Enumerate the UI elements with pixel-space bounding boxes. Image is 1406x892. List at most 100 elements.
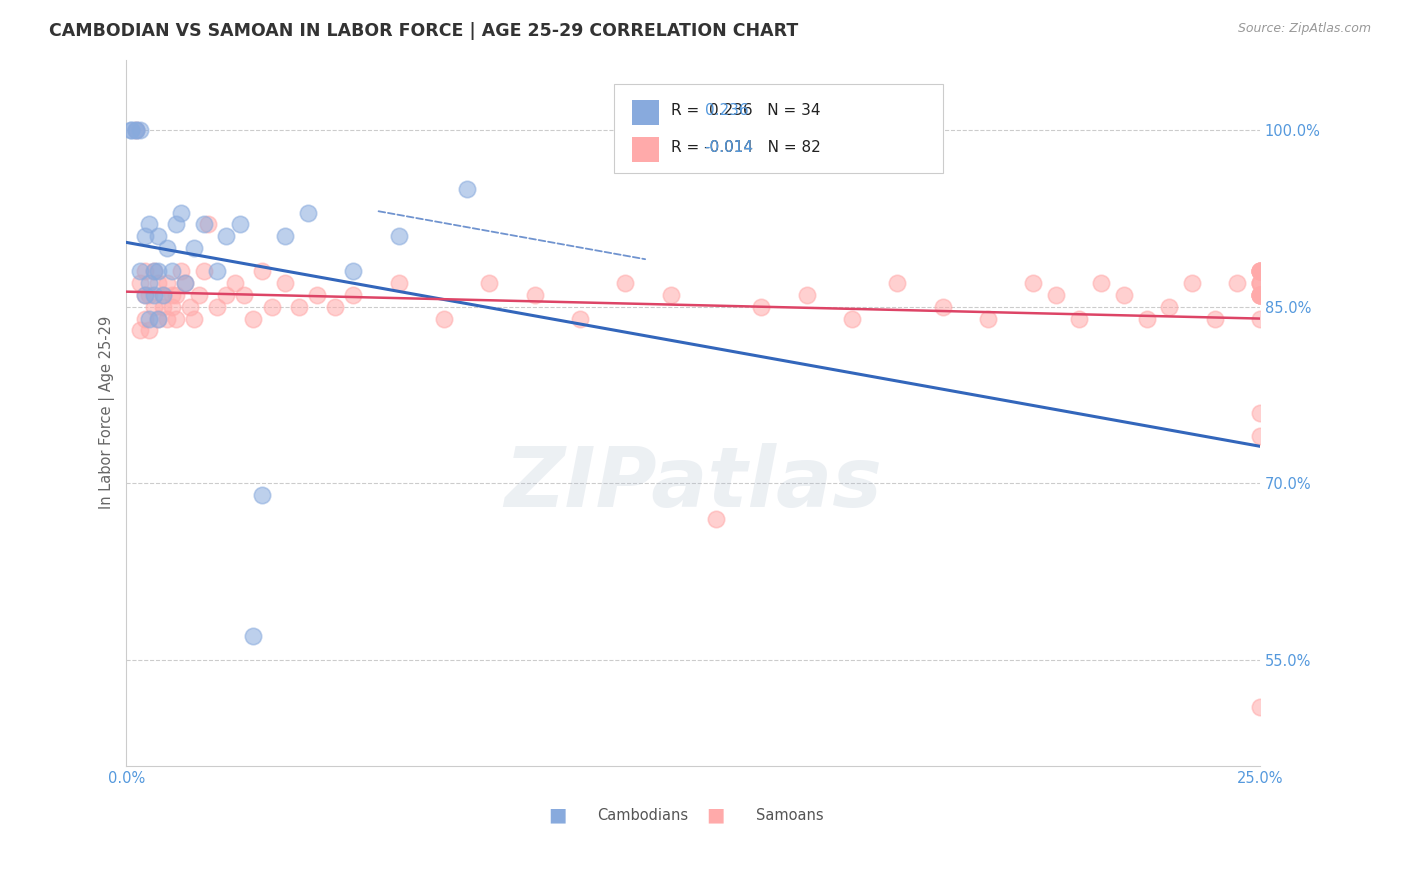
Point	[233, 288, 256, 302]
FancyBboxPatch shape	[633, 101, 659, 125]
Point	[129, 123, 152, 137]
Point	[148, 311, 170, 326]
Text: R = -0.014   N = 82: R = -0.014 N = 82	[671, 140, 820, 154]
Point	[796, 288, 818, 302]
Point	[183, 311, 205, 326]
Point	[1249, 288, 1271, 302]
Point	[1249, 700, 1271, 714]
Point	[478, 277, 501, 291]
Point	[1249, 288, 1271, 302]
Point	[659, 288, 682, 302]
Point	[274, 229, 297, 244]
Point	[134, 288, 156, 302]
Point	[165, 288, 187, 302]
Text: ■: ■	[707, 805, 725, 825]
Point	[129, 264, 152, 278]
Point	[287, 300, 309, 314]
Point	[1249, 288, 1271, 302]
Point	[1249, 264, 1271, 278]
Point	[1090, 277, 1112, 291]
Point	[148, 229, 170, 244]
Point	[215, 288, 238, 302]
Point	[342, 288, 364, 302]
Point	[170, 205, 193, 219]
Point	[229, 218, 252, 232]
Point	[142, 288, 165, 302]
Point	[129, 277, 152, 291]
Point	[165, 218, 187, 232]
Point	[1181, 277, 1204, 291]
Point	[205, 264, 228, 278]
Point	[1249, 277, 1271, 291]
Point	[152, 288, 174, 302]
Point	[1067, 311, 1090, 326]
Point	[156, 311, 179, 326]
Point	[1249, 288, 1271, 302]
Point	[456, 182, 478, 196]
Point	[148, 264, 170, 278]
Text: R =  0.236   N = 34: R = 0.236 N = 34	[671, 103, 820, 118]
Point	[152, 300, 174, 314]
Point	[387, 277, 409, 291]
Point	[1249, 264, 1271, 278]
Point	[188, 288, 211, 302]
Point	[260, 300, 283, 314]
Point	[1136, 311, 1159, 326]
Point	[1249, 406, 1271, 420]
Point	[1226, 277, 1249, 291]
Text: CAMBODIAN VS SAMOAN IN LABOR FORCE | AGE 25-29 CORRELATION CHART: CAMBODIAN VS SAMOAN IN LABOR FORCE | AGE…	[49, 22, 799, 40]
Text: ■: ■	[548, 805, 567, 825]
Point	[1249, 277, 1271, 291]
Point	[160, 300, 183, 314]
Point	[148, 277, 170, 291]
Point	[124, 123, 146, 137]
Point	[134, 311, 156, 326]
Point	[148, 311, 170, 326]
Point	[142, 264, 165, 278]
Point	[841, 311, 863, 326]
Point	[160, 264, 183, 278]
Point	[152, 288, 174, 302]
Point	[120, 123, 142, 137]
Point	[197, 218, 219, 232]
Point	[156, 277, 179, 291]
Point	[174, 277, 197, 291]
Point	[160, 288, 183, 302]
Point	[124, 123, 146, 137]
Text: 0.236: 0.236	[704, 103, 748, 118]
Point	[252, 264, 274, 278]
Point	[977, 311, 1000, 326]
Point	[124, 123, 146, 137]
Point	[174, 277, 197, 291]
Point	[242, 311, 264, 326]
Point	[886, 277, 908, 291]
Point	[433, 311, 456, 326]
Point	[170, 264, 193, 278]
Point	[193, 264, 215, 278]
Point	[138, 288, 160, 302]
Point	[704, 511, 727, 525]
Point	[138, 311, 160, 326]
Point	[142, 300, 165, 314]
Point	[1249, 277, 1271, 291]
Point	[1249, 288, 1271, 302]
Point	[193, 218, 215, 232]
Point	[274, 277, 297, 291]
Point	[305, 288, 328, 302]
FancyBboxPatch shape	[633, 137, 659, 161]
Point	[179, 300, 201, 314]
Point	[224, 277, 246, 291]
Point	[568, 311, 591, 326]
Point	[614, 277, 637, 291]
Point	[1249, 429, 1271, 443]
Point	[1249, 264, 1271, 278]
Point	[323, 300, 346, 314]
Point	[1112, 288, 1135, 302]
Point	[342, 264, 364, 278]
Text: Cambodians: Cambodians	[598, 808, 688, 822]
Point	[1249, 311, 1271, 326]
Point	[129, 323, 152, 337]
Point	[138, 218, 160, 232]
Point	[134, 288, 156, 302]
Point	[523, 288, 546, 302]
